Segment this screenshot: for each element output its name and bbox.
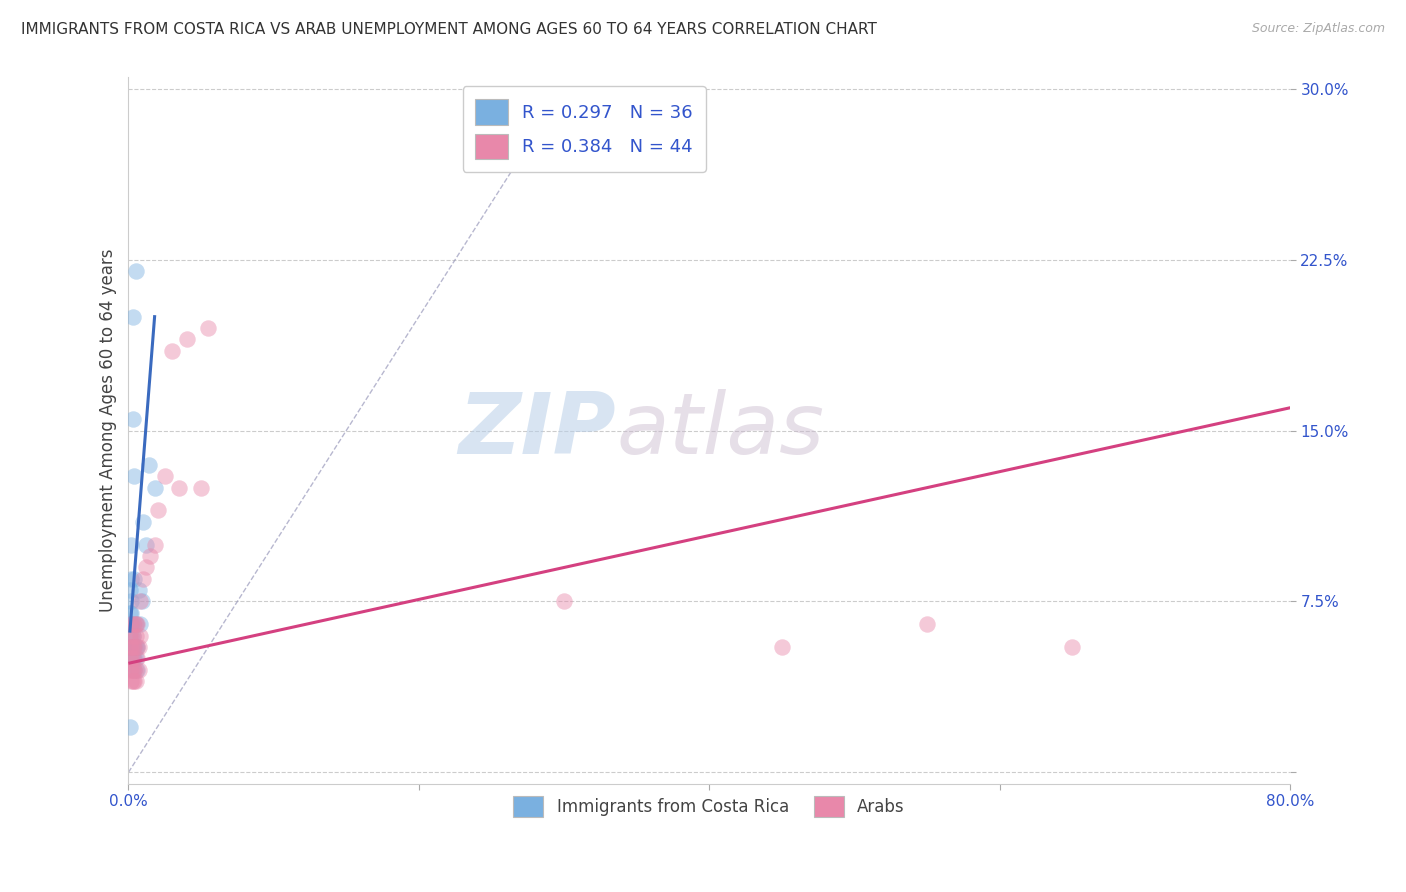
Point [132,572,155,586]
Text: IMMIGRANTS FROM COSTA RICA VS ARAB UNEMPLOYMENT AMONG AGES 60 TO 64 YEARS CORREL: IMMIGRANTS FROM COSTA RICA VS ARAB UNEMP… [21,22,877,37]
Point [124,663,146,677]
Point [128,663,150,677]
Point [120,640,142,654]
Legend: Immigrants from Costa Rica, Arabs: Immigrants from Costa Rica, Arabs [505,788,914,825]
Point [120,606,142,620]
Text: Source: ZipAtlas.com: Source: ZipAtlas.com [1251,22,1385,36]
Point [125,629,148,643]
Text: atlas: atlas [616,389,824,472]
Point [120,617,142,632]
Point [553,594,575,608]
Point [125,674,148,689]
Point [176,333,198,347]
Point [1062,640,1084,654]
Point [124,651,146,665]
Point [125,640,148,654]
Point [120,651,142,665]
Point [120,674,142,689]
Point [118,617,141,632]
Point [121,640,143,654]
Point [121,412,143,426]
Point [121,651,143,665]
Point [138,458,160,472]
Point [135,560,157,574]
Point [121,651,143,665]
Y-axis label: Unemployment Among Ages 60 to 64 years: Unemployment Among Ages 60 to 64 years [100,249,117,612]
Point [124,617,146,632]
Point [127,617,149,632]
Point [121,617,143,632]
Point [124,663,146,677]
Point [129,594,152,608]
Point [118,606,141,620]
Point [121,629,143,643]
Point [124,640,146,654]
Point [132,515,155,529]
Point [118,583,141,598]
Point [124,640,146,654]
Point [118,720,141,734]
Point [143,481,166,495]
Point [118,640,141,654]
Point [121,663,143,677]
Point [118,640,141,654]
Point [120,617,142,632]
Point [121,629,143,643]
Point [120,629,142,643]
Point [153,469,176,483]
Point [120,572,142,586]
Point [169,481,191,495]
Point [120,640,142,654]
Point [915,617,938,632]
Point [124,572,146,586]
Point [120,663,142,677]
Point [120,594,142,608]
Point [125,617,148,632]
Point [124,469,146,483]
Point [124,674,146,689]
Point [121,674,143,689]
Point [160,343,183,358]
Point [125,651,148,665]
Point [770,640,793,654]
Point [131,594,153,608]
Point [127,651,149,665]
Point [121,640,143,654]
Point [139,549,162,563]
Point [127,640,149,654]
Point [118,651,141,665]
Point [129,629,152,643]
Text: ZIP: ZIP [458,389,616,472]
Point [125,663,148,677]
Point [135,537,157,551]
Point [128,583,150,598]
Point [128,640,150,654]
Point [125,264,148,278]
Point [197,321,219,335]
Point [129,617,152,632]
Point [146,503,169,517]
Point [127,640,149,654]
Point [120,537,142,551]
Point [127,663,149,677]
Point [190,481,212,495]
Point [143,537,166,551]
Point [118,663,141,677]
Point [121,310,143,324]
Point [125,617,148,632]
Point [118,629,141,643]
